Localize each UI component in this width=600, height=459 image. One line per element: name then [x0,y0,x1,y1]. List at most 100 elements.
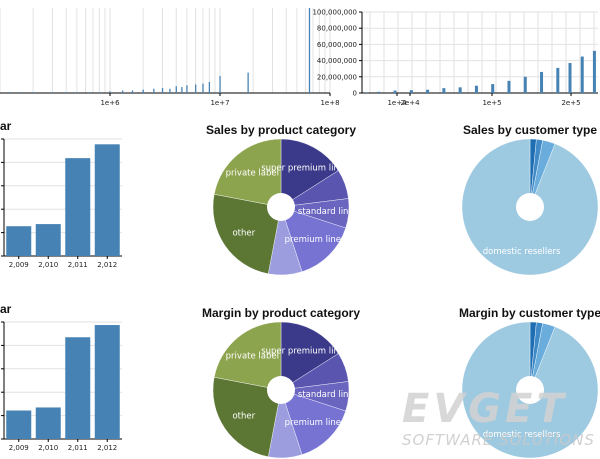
slice-label: standard line [298,390,354,400]
slice-label: private label [226,351,279,361]
histogram-bar [98,92,101,93]
pie-slice [280,206,346,272]
pie-slice [280,389,346,455]
histogram-bar [208,81,211,93]
donut-hole [267,193,295,221]
histogram-bar [308,8,311,93]
slice-label: premium line [285,418,341,428]
histogram-bar [592,50,596,93]
bar [6,226,32,256]
x-tick-label: 2,011 [68,261,88,269]
sales-by-category-chart: Sales by product category super premium l… [206,123,356,276]
bar [94,325,120,439]
chart-title: ar [0,302,12,316]
pie-slice [212,194,282,275]
histogram-log-scale: 1e+6 1e+7 1e+8 [0,8,340,107]
y-tick-label: 20,000,000 [317,73,357,81]
x-tick-label: 1e+5 [482,99,501,107]
histogram-bar [121,90,124,93]
histogram-bar [219,76,221,93]
histogram-bar [540,71,544,93]
slice-label: premium line [285,235,341,245]
histogram-bar [568,63,572,93]
histogram-bar [442,88,446,93]
histogram-bar [393,90,397,93]
slice-label: private label [226,168,279,178]
histogram-bar [556,67,560,93]
watermark-tagline: SOFTWARE SOLUTIONS [402,431,595,449]
chart-title: ar [0,119,12,133]
slice-label: other [232,228,255,238]
pie-slice [212,377,282,458]
x-tick-label: 2,010 [38,261,58,269]
slice-label: standard line [298,207,354,217]
pie-slice [280,321,339,391]
slice-label: domestic resellers [483,247,561,257]
x-tick-label: 2,012 [97,261,117,269]
histogram-bar [523,76,527,93]
x-tick-label: 1e+7 [210,99,229,107]
slice-label: other [232,411,255,421]
slice-label: super premium line [261,347,344,357]
bar [35,224,61,256]
histogram-bar [18,92,21,93]
bar [65,337,91,439]
histogram-bar [109,91,111,93]
y-tick-label: 40,000,000 [317,57,357,65]
chart-title: Sales by product category [206,123,356,137]
sales-by-customer-chart: Sales by customer type domestic resellers [461,123,599,276]
histogram-bar [458,87,462,93]
histogram-bar [202,83,204,93]
x-tick-label: 2,012 [97,444,117,452]
histogram-bar [507,80,511,93]
margin-by-year-chart: ar 2,009 2,010 2,011 2,012 [0,302,122,452]
histogram-bar [88,92,91,93]
histogram-linear-scale: 0 20,000,000 40,000,000 60,000,000 80,000,00… [312,9,598,107]
x-tick-label: 2e+4 [400,99,420,107]
histogram-bar [65,92,67,93]
histogram-bar [142,89,144,93]
histogram-bar [32,92,34,93]
histogram-bar [153,88,155,93]
slice-label: domestic resellers [483,430,561,440]
histogram-bar [377,91,381,93]
x-tick-label: 1e+6 [100,99,120,107]
y-tick-label: 80,000,000 [317,25,357,33]
y-tick-label: 0 [353,90,357,98]
histogram-bar [76,92,78,93]
histogram-bar [186,85,188,93]
slice-label: super premium line [261,164,344,174]
x-tick-label: 2,009 [9,444,29,452]
chart-title: Margin by product category [202,306,360,320]
sales-by-year-chart: ar 2,009 2,010 2,011 2,012 [0,119,122,269]
y-tick-label: 100,000,000 [312,9,357,17]
histogram-bar [247,72,249,93]
x-tick-label: 2,010 [38,444,58,452]
histogram-bar [474,85,478,93]
histogram-bar [426,89,430,93]
x-tick-label: 1e+4 [387,99,407,107]
histogram-bar [194,84,197,93]
histogram-bar [181,87,183,93]
donut-hole [516,193,544,221]
histogram-bar [8,92,10,93]
watermark-brand: EVGET [402,386,568,432]
histogram-bar [161,87,164,93]
x-tick-label: 2,009 [9,261,29,269]
pie-slice [280,138,339,208]
pie-slice [213,321,282,391]
margin-by-customer-chart: Margin by customer type domestic reseller… [459,306,600,459]
y-tick-label: 60,000,000 [317,41,357,49]
margin-by-category-chart: Margin by product category super premium … [202,306,360,459]
chart-title: Margin by customer type [459,306,600,320]
histogram-bar [409,90,413,93]
histogram-bar [131,90,134,93]
pie-slice [213,138,282,208]
watermark: EVGET SOFTWARE SOLUTIONS [402,386,595,449]
x-tick-label: 2,011 [68,444,88,452]
histogram-bar [365,92,369,93]
histogram-bar [491,84,495,93]
histogram-bar [580,56,584,93]
histogram-bar [175,86,177,93]
